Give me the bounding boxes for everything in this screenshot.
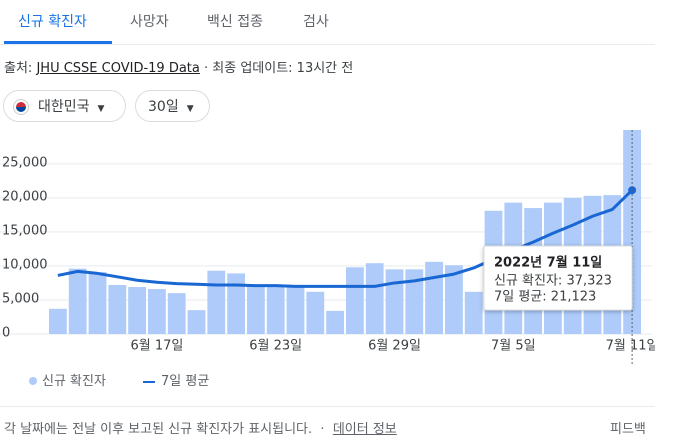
x-tick-label: 7월 5일 [491, 339, 536, 354]
bar [266, 287, 285, 334]
bar [405, 269, 424, 334]
line [57, 189, 634, 288]
tooltip-line: 신규 확진자: 37,323 [494, 274, 612, 289]
bar [128, 287, 146, 334]
legend-label: 신규 확진자 [42, 374, 106, 389]
x-tick-label: 6월 29일 [368, 339, 421, 354]
footer-note: 각 날짜에는 전날 이후 보고된 신규 확진자가 표시됩니다. · 데이터 정보 [4, 422, 397, 437]
x-tick-label: 7월 11일 [606, 339, 655, 354]
bar [49, 308, 67, 334]
dropdown-label: 대한민국 [38, 99, 90, 115]
y-tick-label: 25,000 [2, 155, 48, 170]
bar [306, 291, 325, 334]
source-prefix: 출처: [4, 61, 33, 76]
source-suffix: · 최종 업데이트: 13시간 전 [204, 61, 354, 76]
country-dropdown[interactable]: 대한민국 ▼ [3, 90, 126, 122]
chart: 0 5,000 10,000 15,000 20,000 25,000 6월 17일 6월 2… [0, 130, 655, 366]
legend-item[interactable]: 7일 평균 [143, 370, 209, 389]
x-tick-label: 6월 17일 [130, 339, 183, 354]
y-tick-label: 5,000 [2, 291, 39, 306]
bar [227, 273, 245, 334]
y-tick-label: 10,000 [2, 257, 48, 272]
tab-indicator [4, 41, 112, 44]
note: 각 날짜에는 전날 이후 보고된 신규 확진자가 표시됩니다. [4, 422, 313, 437]
tab[interactable]: 사망자 [130, 14, 169, 30]
tab[interactable]: 검사 [303, 14, 329, 30]
source-link[interactable]: JHU CSSE COVID-19 Data [36, 61, 200, 76]
bar [445, 265, 463, 334]
divider [0, 44, 655, 45]
bar [286, 286, 305, 334]
x-tick-label: 6월 23일 [249, 339, 302, 354]
tooltip-box [483, 245, 633, 311]
tooltip-line: 7일 평균: 21,123 [494, 290, 596, 305]
bar [365, 263, 384, 334]
tab[interactable]: 신규 확진자 [18, 14, 87, 30]
bar [385, 269, 404, 334]
tooltip-title: 2022년 7월 11일 [494, 255, 602, 271]
bar [207, 270, 226, 334]
bar [425, 261, 443, 334]
bar [346, 267, 364, 334]
bar [167, 293, 186, 334]
y-tick-label: 20,000 [2, 189, 48, 204]
feedback[interactable]: 피드백 [610, 422, 646, 437]
divider [0, 406, 655, 407]
bar [88, 272, 107, 334]
bar [464, 291, 483, 334]
bar [68, 268, 87, 334]
y-tick-label: 15,000 [2, 223, 48, 238]
range-dropdown[interactable]: 30일 ▼ [135, 90, 210, 122]
bar [187, 310, 206, 334]
bar [148, 289, 166, 334]
source: 출처: JHU CSSE COVID-19 Data · 최종 업데이트: 13… [4, 57, 353, 76]
flag-icon [13, 99, 29, 115]
info-link[interactable]: 데이터 정보 [332, 422, 397, 437]
legend-item[interactable]: 신규 확진자 [29, 370, 106, 389]
dropdown-label: 30일 [148, 99, 179, 115]
bar [108, 284, 127, 334]
bar [326, 310, 344, 334]
y-tick-label: 0 [2, 326, 10, 341]
bar [247, 286, 265, 334]
legend-label: 7일 평균 [161, 374, 210, 389]
tab[interactable]: 백신 접종 [207, 14, 263, 30]
